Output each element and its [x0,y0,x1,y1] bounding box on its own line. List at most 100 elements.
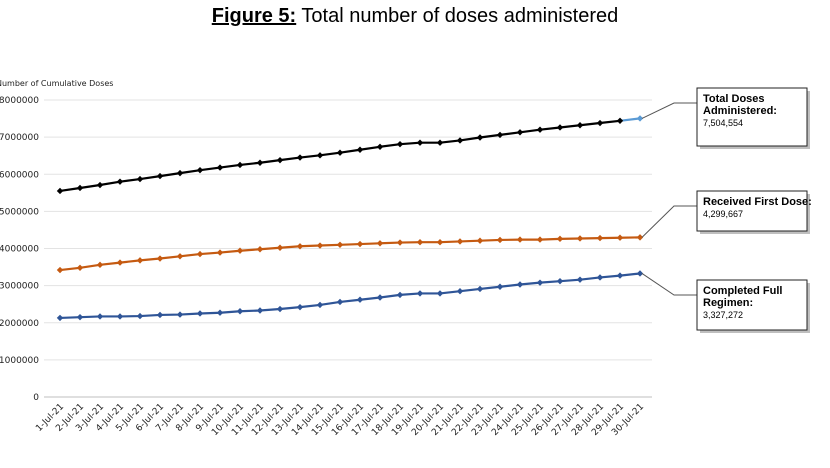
data-point [516,236,524,243]
data-point [356,146,364,153]
data-point [616,234,624,241]
data-point [256,246,264,253]
callout-title: Administered: [703,105,777,117]
data-point [116,313,124,320]
data-point [96,313,104,320]
data-point [136,175,144,183]
data-point [236,308,244,315]
y-tick-label: 7000000 [0,133,39,143]
gridlines [44,99,652,398]
data-point [356,240,364,248]
callout-title: Received First Dose: [703,196,812,208]
data-point [136,312,144,320]
data-point [636,115,644,122]
data-point [96,181,104,189]
y-tick-label: 0 [33,393,39,403]
data-point [316,152,324,159]
data-point [296,303,304,311]
series-line [59,272,641,320]
data-point [376,240,384,247]
callout-title: Regimen: [703,297,753,309]
data-point [116,178,124,185]
data-point [136,257,144,264]
data-point [156,172,164,180]
data-point [556,124,564,131]
data-point [456,287,464,295]
data-point [216,164,224,171]
data-point [56,266,64,274]
data-point [216,309,224,316]
data-point [536,279,544,286]
data-point [176,253,184,260]
data-point [116,259,124,266]
y-axis-label: Number of Cumulative Doses [0,79,113,88]
data-point [156,311,164,319]
series-lines [56,115,644,322]
data-point [476,285,484,293]
callout-value: 7,504,554 [703,118,743,128]
data-point [416,139,424,146]
callout: Received First Dose:4,299,667 [641,190,812,238]
data-point [336,298,344,306]
data-point [256,159,264,166]
y-tick-label: 8000000 [0,96,39,106]
series-line [59,236,641,272]
data-point [476,237,484,244]
series-line-segment [619,117,641,122]
figure-title: Figure 5: Total number of doses administ… [212,5,618,27]
series [56,115,644,195]
y-tick-label: 3000000 [0,282,39,292]
data-point [516,281,524,288]
data-point [396,140,404,148]
callout-value: 3,327,272 [703,310,743,320]
figure-title-text: Total number of doses administered [296,5,618,27]
data-point [56,187,64,195]
data-point [436,139,444,146]
data-point [336,149,344,156]
data-point [316,242,324,249]
data-point [76,313,84,321]
data-point [276,244,284,251]
data-point [496,283,504,290]
data-point [196,310,204,317]
data-point [576,235,584,242]
data-point [556,277,564,285]
data-point [436,238,444,246]
data-point [196,250,204,258]
figure-label: Figure 5: [212,5,296,27]
data-point [536,126,544,133]
data-point [216,249,224,256]
data-point [176,311,184,318]
data-point [476,134,484,141]
data-point [296,154,304,161]
data-point [416,290,424,297]
x-tick-labels: 1-Jul-212-Jul-213-Jul-214-Jul-215-Jul-21… [34,402,646,438]
y-tick-label: 4000000 [0,245,39,255]
data-point [596,234,604,242]
data-point [236,247,244,254]
callout-value: 4,299,667 [703,209,743,219]
data-point [96,261,104,269]
data-point [276,305,284,313]
data-point [496,236,504,244]
y-tick-label: 1000000 [0,356,39,366]
data-point [536,236,544,243]
data-point [176,169,184,177]
data-point [556,235,564,243]
series [56,270,644,322]
y-tick-label: 5000000 [0,207,39,217]
data-point [616,117,624,124]
series [56,234,644,274]
data-point [636,270,644,277]
data-point [456,137,464,144]
callout-box [696,190,808,232]
data-point [356,296,364,303]
data-point [636,234,644,241]
data-point [336,241,344,248]
data-point [296,243,304,250]
y-tick-label: 2000000 [0,319,39,329]
